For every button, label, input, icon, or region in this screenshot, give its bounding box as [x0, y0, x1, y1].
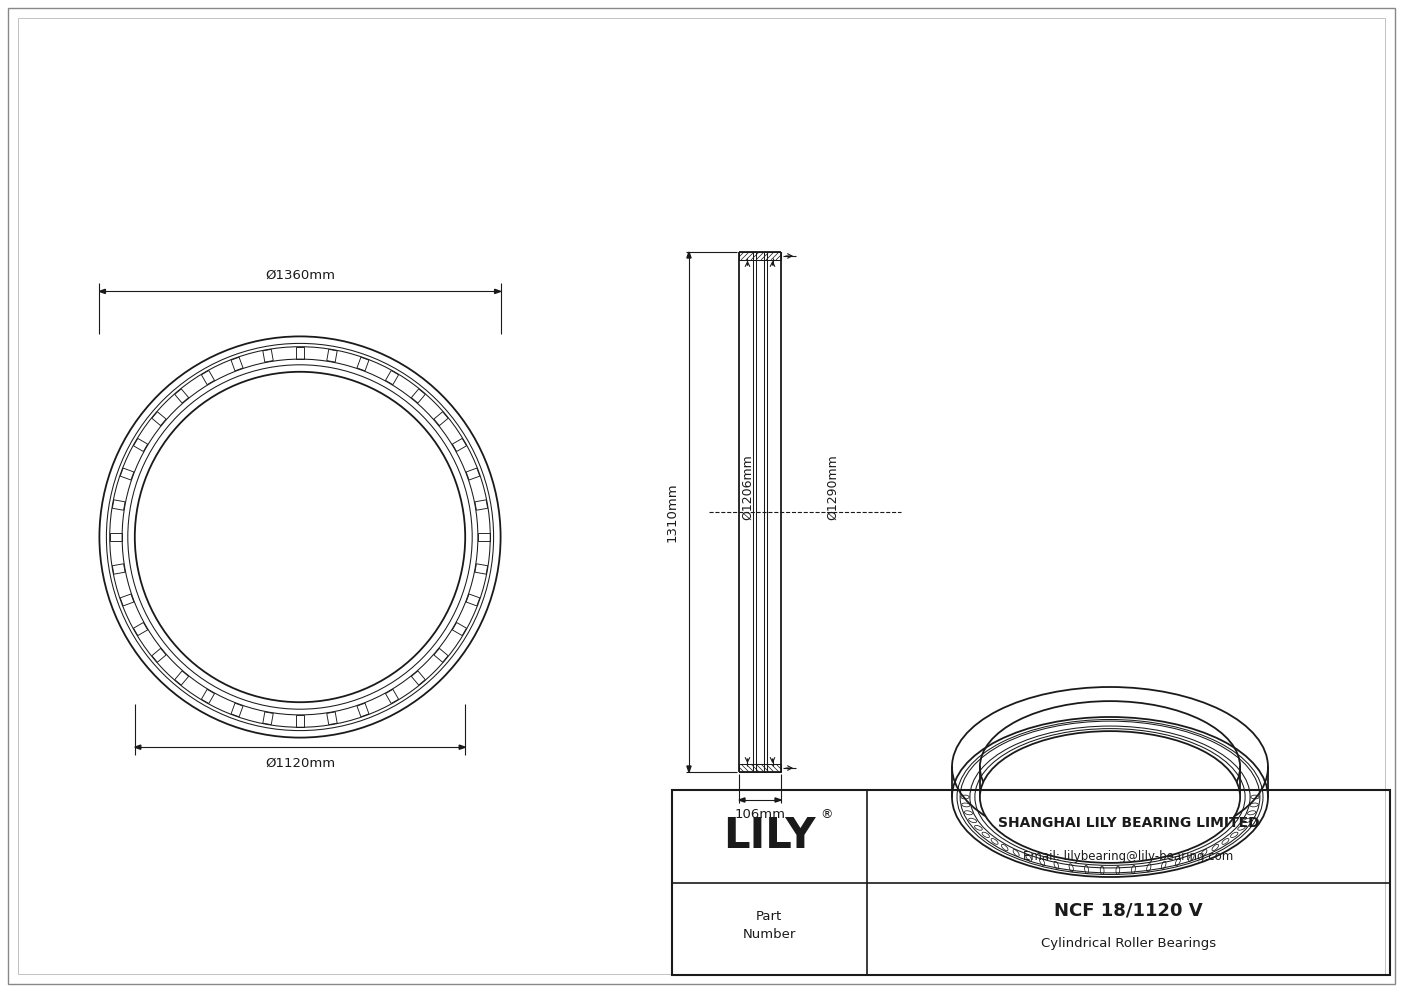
Bar	[262, 712, 274, 724]
Text: 1310mm: 1310mm	[666, 482, 679, 542]
Bar	[112, 563, 125, 574]
Text: Ø1290mm: Ø1290mm	[826, 454, 839, 520]
Bar	[476, 500, 488, 510]
Polygon shape	[774, 798, 781, 803]
Text: NCF 18/1120 V: NCF 18/1120 V	[1054, 902, 1202, 920]
Bar	[739, 764, 781, 772]
Bar	[202, 689, 215, 703]
Polygon shape	[687, 766, 692, 772]
Bar	[327, 712, 337, 724]
Bar	[478, 533, 490, 542]
Bar	[121, 468, 133, 480]
Polygon shape	[739, 798, 745, 803]
Bar	[466, 468, 480, 480]
Bar	[386, 370, 398, 385]
Bar	[152, 649, 166, 663]
Bar	[672, 790, 1390, 975]
Text: Ø1360mm: Ø1360mm	[265, 269, 335, 282]
Bar	[202, 370, 215, 385]
Text: Cylindrical Roller Bearings: Cylindrical Roller Bearings	[1041, 937, 1216, 950]
Bar	[327, 349, 337, 362]
Bar	[739, 252, 781, 260]
Bar	[175, 389, 188, 403]
Bar	[411, 671, 425, 685]
Polygon shape	[459, 745, 466, 749]
Bar	[296, 715, 304, 727]
Bar	[262, 349, 274, 362]
Polygon shape	[495, 290, 501, 294]
Text: SHANGHAI LILY BEARING LIMITED: SHANGHAI LILY BEARING LIMITED	[998, 816, 1260, 830]
Bar	[296, 347, 304, 359]
Polygon shape	[100, 290, 105, 294]
Bar	[133, 623, 147, 636]
Bar	[452, 438, 466, 451]
Text: Part
Number: Part Number	[742, 910, 796, 940]
Bar	[434, 649, 448, 663]
Bar	[452, 623, 466, 636]
Bar	[434, 412, 448, 426]
Bar	[111, 533, 122, 542]
Polygon shape	[135, 745, 140, 749]
Polygon shape	[687, 252, 692, 258]
Bar	[356, 703, 369, 717]
Bar	[411, 389, 425, 403]
Bar	[386, 689, 398, 703]
Bar	[231, 357, 243, 371]
Text: ®: ®	[821, 807, 833, 820]
Text: Ø1120mm: Ø1120mm	[265, 757, 335, 770]
Bar	[231, 703, 243, 717]
Text: Email: lilybearing@lily-bearing.com: Email: lilybearing@lily-bearing.com	[1023, 850, 1233, 863]
Bar	[133, 438, 147, 451]
Bar	[476, 563, 488, 574]
Bar	[356, 357, 369, 371]
Text: Ø1206mm: Ø1206mm	[741, 454, 755, 520]
Bar	[175, 671, 188, 685]
Bar	[466, 594, 480, 606]
Text: 106mm: 106mm	[735, 808, 786, 821]
Bar	[121, 594, 133, 606]
Bar	[112, 500, 125, 510]
Ellipse shape	[979, 731, 1240, 863]
Text: LILY: LILY	[723, 815, 815, 857]
Bar	[152, 412, 166, 426]
